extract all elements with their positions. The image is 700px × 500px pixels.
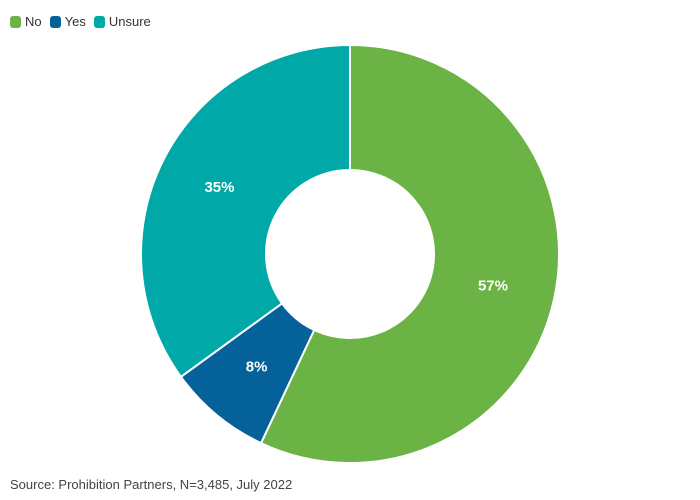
slice-label-unsure: 35%: [204, 179, 234, 196]
chart-legend: No Yes Unsure: [10, 14, 151, 29]
legend-swatch-no: [10, 15, 21, 28]
legend-label-yes: Yes: [64, 14, 86, 29]
legend-label-unsure: Unsure: [108, 14, 151, 29]
legend-swatch-yes: [49, 15, 61, 28]
legend-swatch-unsure: [93, 15, 105, 28]
legend-item-no[interactable]: No: [10, 14, 42, 29]
slice-label-yes: 8%: [246, 358, 268, 375]
slice-unsure[interactable]: [140, 43, 351, 379]
slice-no[interactable]: [259, 43, 560, 464]
chart-source: Source: Prohibition Partners, N=3,485, J…: [10, 477, 293, 492]
slice-label-no: 57%: [478, 277, 508, 294]
legend-item-yes[interactable]: Yes: [49, 14, 86, 29]
legend-label-no: No: [25, 14, 42, 29]
legend-item-unsure[interactable]: Unsure: [93, 14, 151, 29]
